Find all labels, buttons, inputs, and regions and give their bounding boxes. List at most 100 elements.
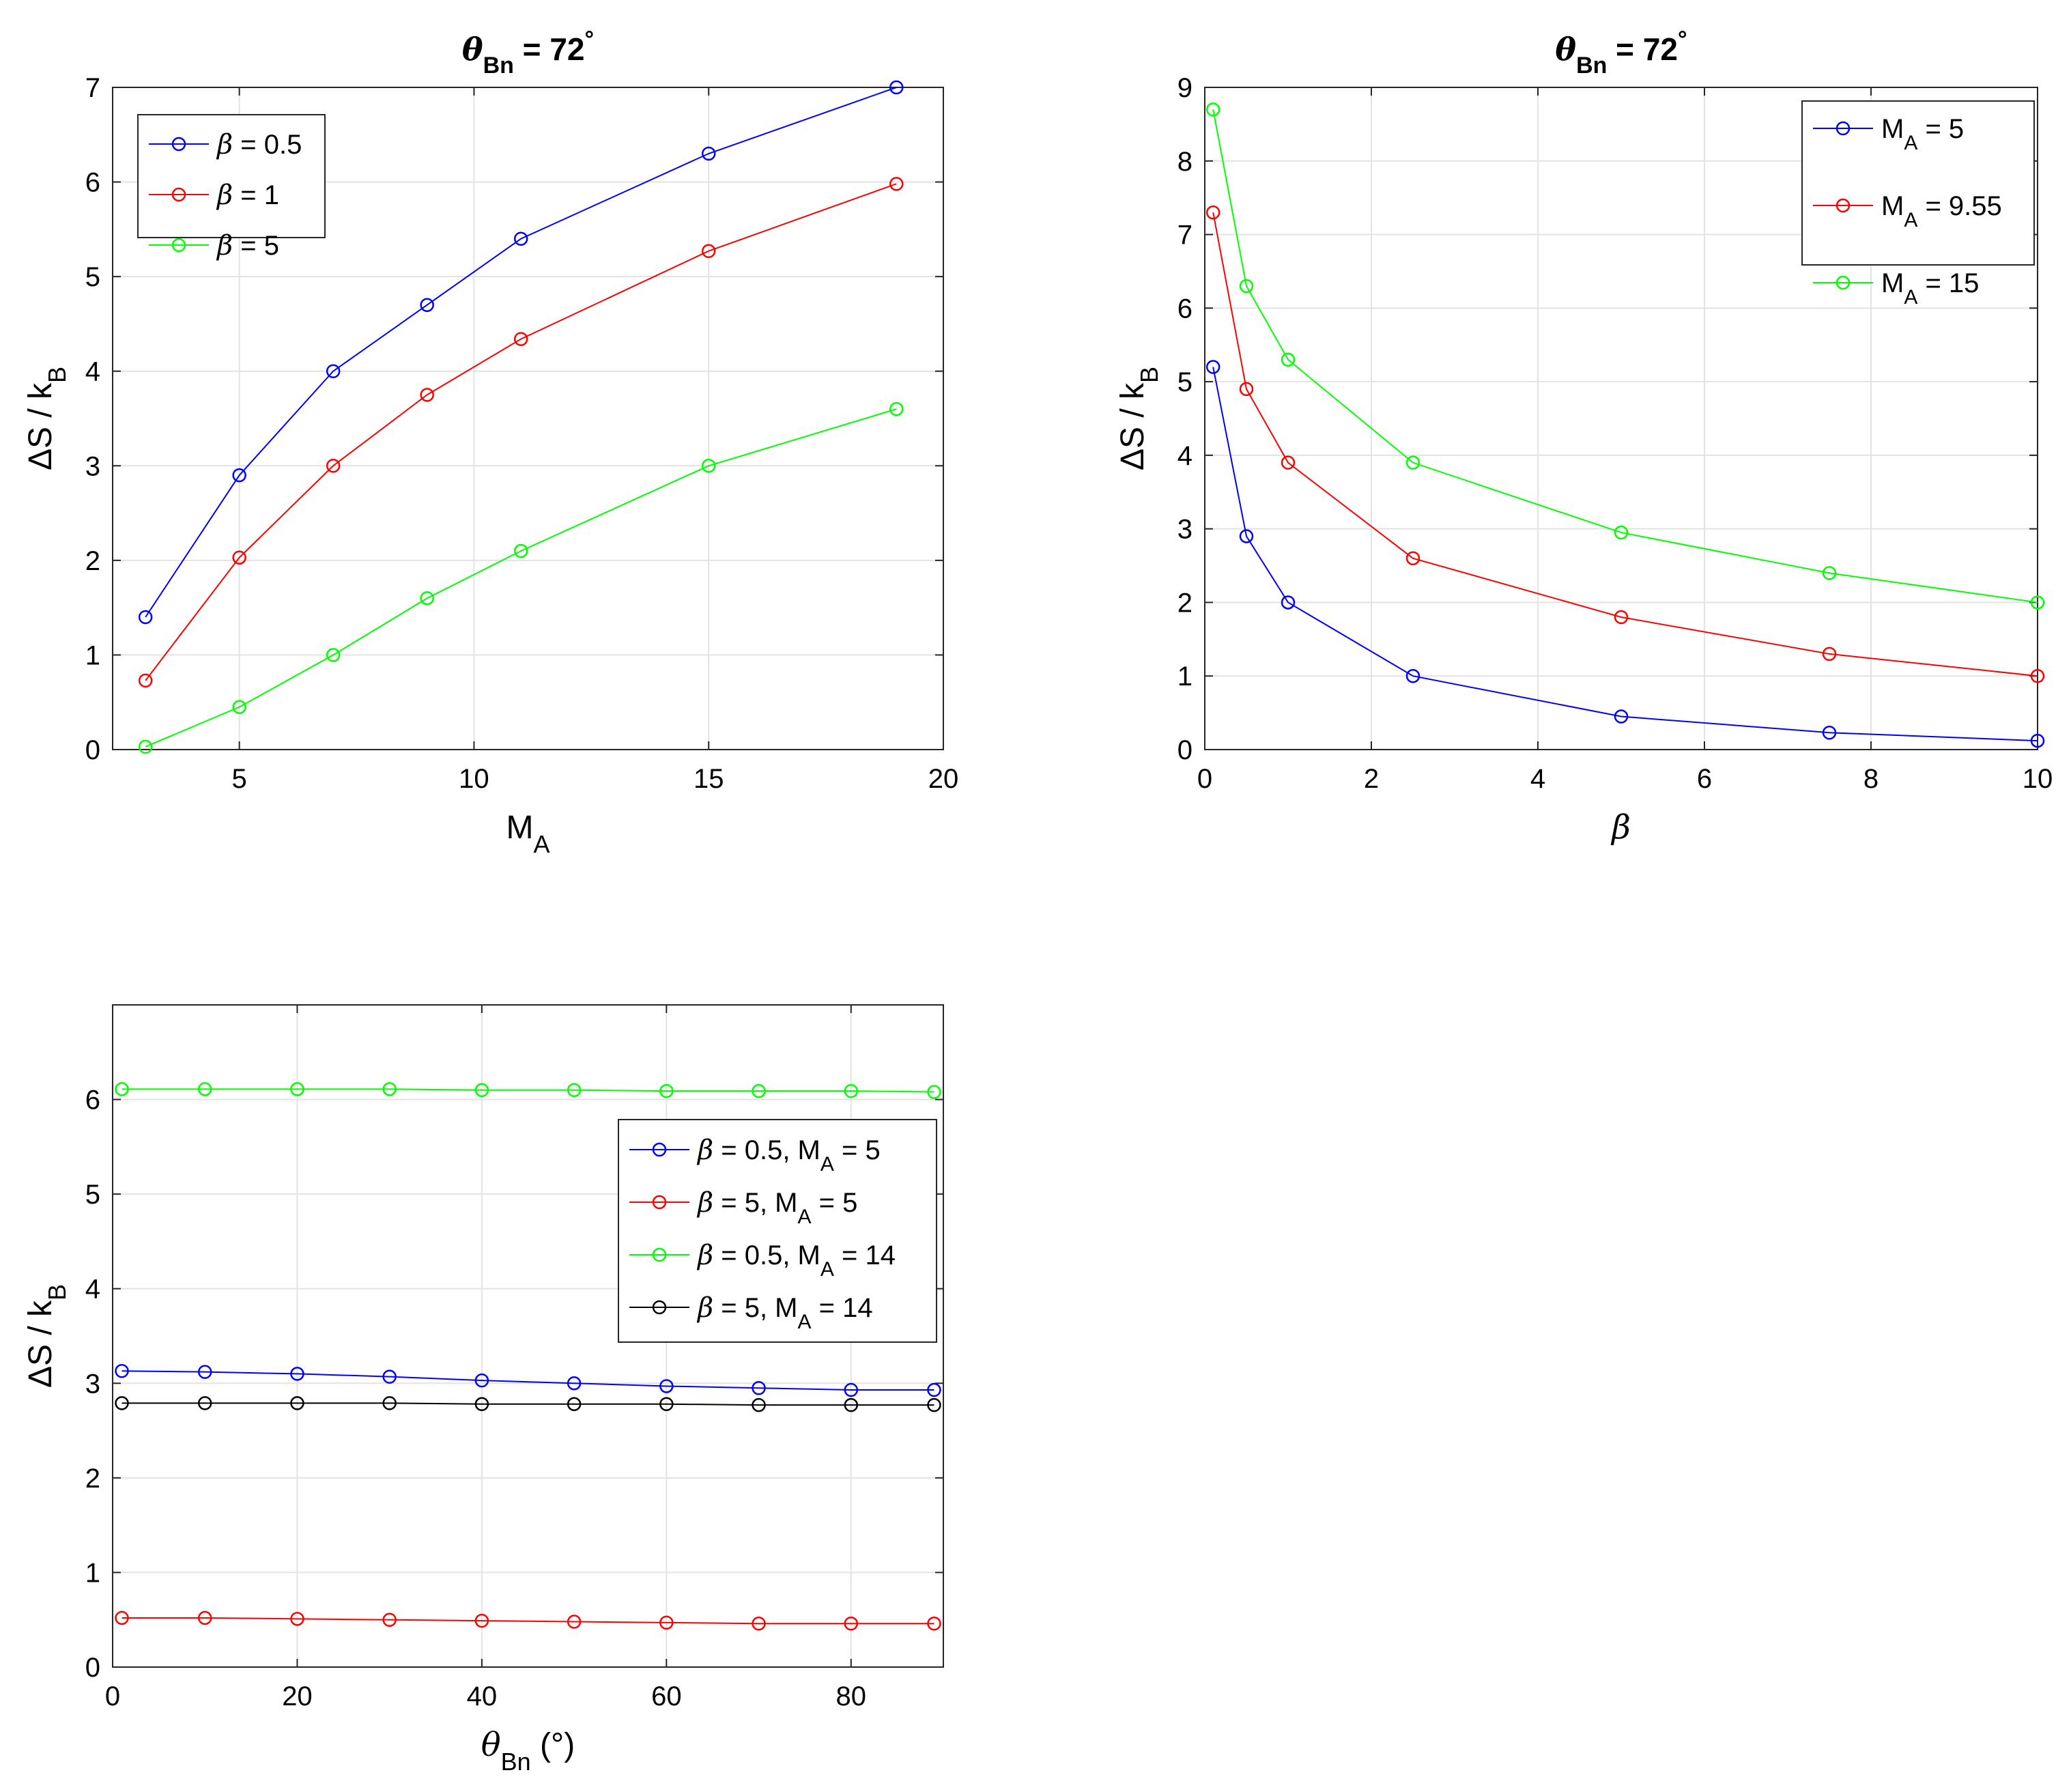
legend: MA = 5 MA = 9.55 MA = 15 — [1801, 100, 2035, 309]
x-tick-label: 8 — [1863, 764, 1879, 794]
series-line — [122, 1617, 934, 1625]
x-tick-label: 20 — [282, 1681, 313, 1711]
y-tick-label: 8 — [1177, 147, 1192, 177]
legend-item: MA = 15 — [1813, 268, 1979, 309]
legend-marker — [171, 187, 186, 202]
y-tick-label: 5 — [85, 1180, 100, 1210]
x-axis-label: β — [1610, 808, 1631, 847]
data-point — [659, 1397, 674, 1412]
y-tick-label: 2 — [85, 1464, 100, 1494]
y-tick-label: 9 — [1177, 73, 1192, 103]
y-axis-label: ΔS / kB — [1115, 367, 1163, 470]
series-line — [1212, 367, 2038, 742]
data-point — [844, 1083, 859, 1098]
y-tick-label: 0 — [85, 735, 100, 765]
data-point — [1822, 646, 1837, 662]
legend-item: β = 5 — [149, 230, 279, 261]
y-tick-label: 0 — [85, 1653, 100, 1683]
data-point — [197, 1082, 212, 1096]
x-tick-label: 0 — [1197, 764, 1212, 794]
y-tick-label: 6 — [1177, 294, 1192, 324]
data-point — [197, 1365, 212, 1379]
legend-label: β = 5 — [216, 230, 279, 261]
series-2 — [1205, 205, 2045, 683]
legend-item: MA = 9.55 — [1813, 191, 2002, 231]
data-point — [420, 298, 434, 312]
y-tick-label: 7 — [85, 73, 100, 103]
y-tick-label: 3 — [1177, 515, 1192, 545]
x-axis-label: θBn (°) — [481, 1726, 575, 1776]
x-tick-label: 6 — [1697, 764, 1712, 794]
chart-1: 5 10 15 20 0 1 2 3 4 5 6 7 θBn = 72° MA ΔS / kB β = 0.5… — [23, 27, 958, 858]
data-point — [701, 459, 716, 473]
data-point — [474, 1083, 489, 1097]
data-point — [290, 1367, 304, 1381]
x-tick-label: 0 — [105, 1681, 120, 1711]
series-line — [145, 408, 897, 748]
chart-title: θBn = 72° — [1555, 27, 1687, 79]
data-point — [115, 1364, 129, 1378]
data-point — [1614, 525, 1629, 540]
series-4 — [115, 1396, 941, 1412]
data-point — [889, 80, 904, 95]
data-point — [382, 1369, 397, 1384]
legend-item: MA = 5 — [1813, 114, 1964, 154]
x-tick-label: 2 — [1364, 764, 1379, 794]
legend-label: β = 0.5, MA = 5 — [696, 1135, 881, 1176]
y-tick-label: 5 — [85, 262, 100, 292]
data-point — [232, 700, 246, 714]
data-point — [2030, 595, 2045, 610]
data-point — [290, 1082, 304, 1096]
data-point — [290, 1396, 304, 1410]
data-point — [752, 1083, 766, 1098]
legend-label: β = 5, MA = 5 — [696, 1187, 857, 1228]
data-point — [326, 459, 341, 473]
data-point — [659, 1615, 674, 1630]
data-point — [382, 1082, 397, 1096]
legend-marker — [1836, 275, 1851, 290]
data-point — [567, 1376, 582, 1391]
data-point — [844, 1617, 859, 1631]
y-axis-label: ΔS / kB — [23, 1284, 71, 1388]
y-tick-label: 3 — [85, 1369, 100, 1399]
axes-frame — [1204, 87, 2038, 750]
chart-title: θBn = 72° — [462, 27, 594, 79]
x-tick-label: 10 — [2023, 764, 2053, 794]
data-point — [844, 1397, 859, 1412]
data-point — [1239, 382, 1254, 397]
y-tick-label: 7 — [1177, 221, 1192, 251]
data-point — [474, 1613, 489, 1628]
y-tick-label: 3 — [85, 451, 100, 481]
y-tick-label: 1 — [85, 1558, 100, 1588]
legend-box — [618, 1119, 937, 1343]
x-tick-label: 80 — [836, 1681, 867, 1711]
y-tick-label: 1 — [1177, 662, 1192, 692]
y-tick-label: 1 — [85, 640, 100, 670]
data-point — [1405, 455, 1420, 470]
legend-item: β = 5, MA = 14 — [629, 1292, 873, 1333]
data-point — [326, 364, 341, 378]
series-1 — [115, 1364, 941, 1397]
data-point — [567, 1083, 582, 1097]
data-point — [1205, 102, 1220, 117]
y-tick-label: 4 — [85, 1275, 100, 1305]
data-point — [138, 610, 153, 625]
data-point — [701, 146, 716, 161]
legend-marker — [1836, 121, 1851, 136]
data-point — [1822, 566, 1837, 580]
x-tick-label: 4 — [1530, 764, 1545, 794]
axes-frame — [112, 87, 944, 750]
x-axis-label: MA — [506, 810, 550, 858]
data-point — [844, 1382, 859, 1397]
legend-marker — [652, 1300, 667, 1315]
data-point — [927, 1382, 941, 1397]
data-point — [1614, 610, 1629, 625]
data-point — [659, 1083, 674, 1098]
data-point — [326, 648, 341, 662]
data-point — [1205, 360, 1220, 374]
data-point — [474, 1373, 489, 1388]
data-point — [1281, 595, 1296, 610]
legend-item: β = 0.5 — [149, 129, 302, 160]
data-point — [927, 1617, 941, 1631]
data-point — [927, 1397, 941, 1412]
